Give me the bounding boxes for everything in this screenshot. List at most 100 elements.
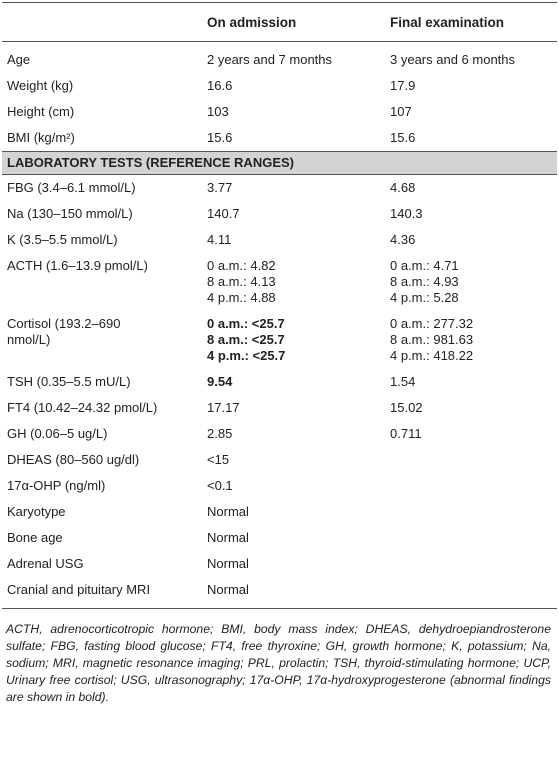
cell-line: K (3.5–5.5 mmol/L)	[7, 232, 118, 247]
value-cell: <15	[202, 447, 385, 473]
value-cell: 17.9	[385, 73, 557, 99]
row-label: Bone age	[2, 525, 202, 551]
value-cell: Normal	[202, 525, 385, 551]
cell-line: 4 p.m.: 5.28	[390, 290, 459, 305]
row-label: GH (0.06–5 ug/L)	[2, 421, 202, 447]
cell-line: 17α-OHP (ng/ml)	[7, 478, 106, 493]
cell-line: 15.02	[390, 400, 423, 415]
cell-line: Na (130–150 mmol/L)	[7, 206, 133, 221]
value-cell: 17.17	[202, 395, 385, 421]
cell-line: Adrenal USG	[7, 556, 84, 571]
cell-line: 4 p.m.: 4.88	[207, 290, 276, 305]
cell-line: Normal	[207, 530, 249, 545]
cell-line: 3.77	[207, 180, 233, 195]
value-cell: 4.11	[202, 227, 385, 253]
row-label: ACTH (1.6–13.9 pmol/L)	[2, 253, 202, 311]
value-cell: 140.3	[385, 201, 557, 227]
table-row: FT4 (10.42–24.32 pmol/L) 17.17 15.02	[2, 395, 557, 421]
cell-line: BMI (kg/m²)	[7, 130, 75, 145]
section-title: LABORATORY TESTS (REFERENCE RANGES)	[2, 151, 557, 175]
row-label: Na (130–150 mmol/L)	[2, 201, 202, 227]
cell-line: Height (cm)	[7, 104, 75, 119]
cell-line: nmol/L)	[7, 332, 51, 347]
table-row: Bone age Normal	[2, 525, 557, 551]
value-cell: Normal	[202, 499, 385, 525]
value-cell: 15.02	[385, 395, 557, 421]
cell-line: 140.3	[390, 206, 423, 221]
cell-line: 107	[390, 104, 412, 119]
value-cell: 3 years and 6 months	[385, 42, 557, 74]
cell-line: 103	[207, 104, 229, 119]
row-label: Cortisol (193.2–690 nmol/L)	[2, 311, 202, 369]
cell-line: 8 a.m.: 4.93	[390, 274, 459, 289]
cell-line: 4.36	[390, 232, 416, 247]
table-row: GH (0.06–5 ug/L) 2.85 0.711	[2, 421, 557, 447]
table-row: Cortisol (193.2–690 nmol/L) 0 a.m.: <25.7 8…	[2, 311, 557, 369]
value-cell	[385, 499, 557, 525]
row-label: DHEAS (80–560 ug/dl)	[2, 447, 202, 473]
cell-line: Normal	[207, 582, 249, 597]
row-label: TSH (0.35–5.5 mU/L)	[2, 369, 202, 395]
cell-line: 0 a.m.: <25.7	[207, 316, 285, 331]
cell-line: Cranial and pituitary MRI	[7, 582, 151, 597]
row-label: Age	[2, 42, 202, 74]
value-cell: 15.6	[385, 125, 557, 152]
value-cell: 4.68	[385, 175, 557, 202]
value-cell: 3.77	[202, 175, 385, 202]
cell-line: 140.7	[207, 206, 240, 221]
value-cell: 0.711	[385, 421, 557, 447]
cell-line: 17.17	[207, 400, 240, 415]
cell-line: ACTH (1.6–13.9 pmol/L)	[7, 258, 148, 273]
table-row: Height (cm) 103 107	[2, 99, 557, 125]
table-row: Age 2 years and 7 months 3 years and 6 mon…	[2, 42, 557, 74]
table-row: ACTH (1.6–13.9 pmol/L) 0 a.m.: 4.82 8 a.m.…	[2, 253, 557, 311]
cell-line: TSH (0.35–5.5 mU/L)	[7, 374, 131, 389]
cell-line: Bone age	[7, 530, 63, 545]
header-cell	[2, 2, 202, 42]
row-label: Karyotype	[2, 499, 202, 525]
cell-line: 17.9	[390, 78, 416, 93]
cell-line: 2.85	[207, 426, 233, 441]
table-row: 17α-OHP (ng/ml) <0.1	[2, 473, 557, 499]
cell-line: 9.54	[207, 374, 233, 389]
value-cell: Normal	[202, 551, 385, 577]
value-cell: 0 a.m.: <25.7 8 a.m.: <25.7 4 p.m.: <25.7	[202, 311, 385, 369]
cell-line: FBG (3.4–6.1 mmol/L)	[7, 180, 136, 195]
cell-line: 4 p.m.: 418.22	[390, 348, 474, 363]
value-cell: 0 a.m.: 4.82 8 a.m.: 4.13 4 p.m.: 4.88	[202, 253, 385, 311]
row-label: Height (cm)	[2, 99, 202, 125]
value-cell: <0.1	[202, 473, 385, 499]
cell-line: 16.6	[207, 78, 233, 93]
cell-line: 0 a.m.: 4.82	[207, 258, 276, 273]
cell-line: FT4 (10.42–24.32 pmol/L)	[7, 400, 158, 415]
cell-line: 3 years and 6 months	[390, 52, 516, 67]
row-label: Cranial and pituitary MRI	[2, 577, 202, 609]
cell-line: 0 a.m.: 277.32	[390, 316, 474, 331]
value-cell: 107	[385, 99, 557, 125]
cell-line: <0.1	[207, 478, 233, 493]
header-cell: On admission	[202, 2, 385, 42]
cell-line: 0 a.m.: 4.71	[390, 258, 459, 273]
value-cell: 9.54	[202, 369, 385, 395]
cell-line: 0.711	[390, 426, 422, 441]
table-row: Karyotype Normal	[2, 499, 557, 525]
header-cell: Final examination	[385, 2, 557, 42]
value-cell: 0 a.m.: 4.71 8 a.m.: 4.93 4 p.m.: 5.28	[385, 253, 557, 311]
document: On admission Final examination Age 2 year…	[0, 2, 559, 706]
row-label: Adrenal USG	[2, 551, 202, 577]
cell-line: Age	[7, 52, 31, 67]
table-row: FBG (3.4–6.1 mmol/L) 3.77 4.68	[2, 175, 557, 202]
value-cell	[385, 577, 557, 609]
table-row: Weight (kg) 16.6 17.9	[2, 73, 557, 99]
cell-line: 8 a.m.: <25.7	[207, 332, 285, 347]
row-label: FBG (3.4–6.1 mmol/L)	[2, 175, 202, 202]
value-cell: Normal	[202, 577, 385, 609]
cell-line: 15.6	[390, 130, 416, 145]
table-row: K (3.5–5.5 mmol/L) 4.11 4.36	[2, 227, 557, 253]
cell-line: Cortisol (193.2–690	[7, 316, 121, 331]
table-row: Adrenal USG Normal	[2, 551, 557, 577]
cell-line: 4.11	[207, 232, 232, 247]
cell-line: Weight (kg)	[7, 78, 74, 93]
table-row: Na (130–150 mmol/L) 140.7 140.3	[2, 201, 557, 227]
